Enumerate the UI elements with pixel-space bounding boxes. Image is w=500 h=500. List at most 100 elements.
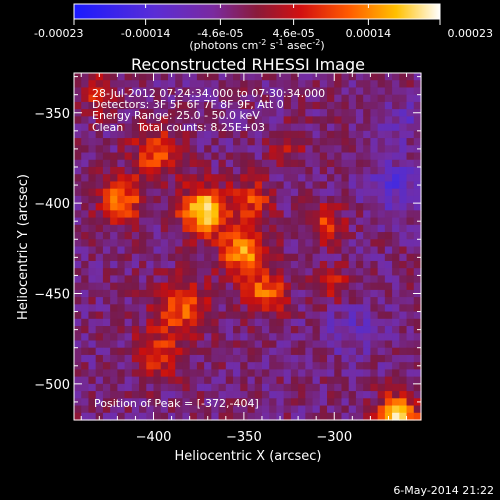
heatmap-cell: [110, 87, 118, 96]
heatmap-cell: [124, 246, 133, 255]
heatmap-cell: [233, 362, 241, 370]
heatmap-cell: [384, 333, 393, 342]
heatmap-cell: [363, 289, 371, 298]
heatmap-cell: [81, 166, 90, 175]
heatmap-cell: [74, 376, 82, 385]
heatmap-cell: [348, 138, 357, 146]
heatmap-cell: [240, 138, 249, 146]
heatmap-cell: [88, 73, 97, 81]
heatmap-cell: [341, 354, 350, 363]
heatmap-cell: [146, 354, 155, 363]
heatmap-cell: [146, 398, 155, 407]
heatmap-cell: [196, 195, 205, 204]
heatmap-cell: [377, 159, 386, 168]
heatmap-cell: [110, 376, 118, 385]
heatmap-cell: [204, 268, 212, 277]
heatmap-cell: [392, 94, 400, 103]
heatmap-cell: [319, 159, 328, 168]
heatmap-cell: [196, 87, 205, 96]
heatmap-cell: [218, 224, 227, 233]
heatmap-cell: [139, 282, 147, 291]
heatmap-cell: [240, 311, 249, 320]
heatmap-cell: [182, 369, 191, 378]
heatmap-cell: [110, 188, 118, 197]
heatmap-cell: [211, 174, 220, 183]
heatmap-cell: [355, 405, 364, 414]
heatmap-cell: [290, 138, 299, 146]
heatmap-cell: [139, 297, 147, 305]
heatmap-cell: [175, 87, 184, 96]
heatmap-cell: [384, 87, 393, 96]
heatmap-cell: [370, 239, 379, 248]
heatmap-cell: [233, 376, 241, 385]
heatmap-cell: [204, 188, 212, 197]
heatmap-cell: [160, 412, 169, 421]
heatmap-cell: [182, 195, 191, 204]
y-tick-label: −450: [34, 287, 70, 302]
heatmap-cell: [95, 246, 104, 255]
heatmap-cell: [355, 138, 364, 146]
heatmap-cell: [406, 188, 415, 197]
heatmap-cell: [319, 275, 328, 284]
heatmap-cell: [377, 282, 386, 291]
units-exp1: -2: [258, 38, 266, 47]
heatmap-cell: [167, 123, 176, 132]
heatmap-cell: [370, 188, 379, 197]
heatmap-cell: [146, 159, 155, 168]
heatmap-cell: [110, 362, 118, 370]
heatmap-cell: [153, 210, 162, 219]
heatmap-cell: [196, 362, 205, 370]
heatmap-cell: [384, 80, 393, 89]
heatmap-cell: [269, 347, 278, 356]
heatmap-cell: [399, 239, 408, 248]
heatmap-cell: [413, 174, 422, 183]
heatmap-cell: [290, 282, 299, 291]
heatmap-cell: [175, 282, 184, 291]
heatmap-cell: [341, 326, 350, 334]
heatmap-cell: [218, 138, 227, 146]
heatmap-cell: [298, 405, 306, 414]
heatmap-cell: [167, 289, 176, 298]
heatmap-cell: [204, 376, 212, 385]
heatmap-cell: [370, 130, 379, 139]
heatmap-cell: [298, 109, 306, 117]
heatmap-cell: [211, 297, 220, 305]
heatmap-cell: [225, 282, 234, 291]
heatmap-cell: [211, 101, 220, 110]
heatmap-cell: [88, 116, 97, 125]
heatmap-cell: [131, 253, 140, 262]
heatmap-cell: [399, 145, 408, 154]
heatmap-cell: [355, 203, 364, 211]
heatmap-cell: [182, 340, 191, 349]
heatmap-cell: [225, 318, 234, 327]
heatmap-cell: [312, 246, 321, 255]
heatmap-cell: [276, 318, 285, 327]
heatmap-cell: [225, 246, 234, 255]
heatmap-cell: [283, 376, 292, 385]
heatmap-cell: [290, 116, 299, 125]
heatmap-cell: [283, 253, 292, 262]
heatmap-cell: [153, 80, 162, 89]
heatmap-cell: [110, 289, 118, 298]
heatmap-cell: [305, 246, 314, 255]
heatmap-cell: [283, 260, 292, 269]
heatmap-cell: [348, 391, 357, 399]
heatmap-cell: [254, 181, 263, 190]
heatmap-cell: [384, 260, 393, 269]
heatmap-cell: [334, 166, 343, 175]
heatmap-cell: [399, 391, 408, 399]
heatmap-cell: [81, 195, 90, 204]
heatmap-cell: [196, 246, 205, 255]
heatmap-cell: [204, 203, 212, 211]
heatmap-cell: [204, 326, 212, 334]
heatmap-cell: [204, 130, 212, 139]
heatmap-cell: [327, 383, 335, 392]
heatmap-cell: [319, 166, 328, 175]
heatmap-cell: [377, 73, 386, 81]
heatmap-cell: [124, 297, 133, 305]
heatmap-cell: [319, 210, 328, 219]
heatmap-cell: [370, 340, 379, 349]
heatmap-cell: [146, 246, 155, 255]
heatmap-cell: [392, 398, 400, 407]
heatmap-cell: [327, 80, 335, 89]
